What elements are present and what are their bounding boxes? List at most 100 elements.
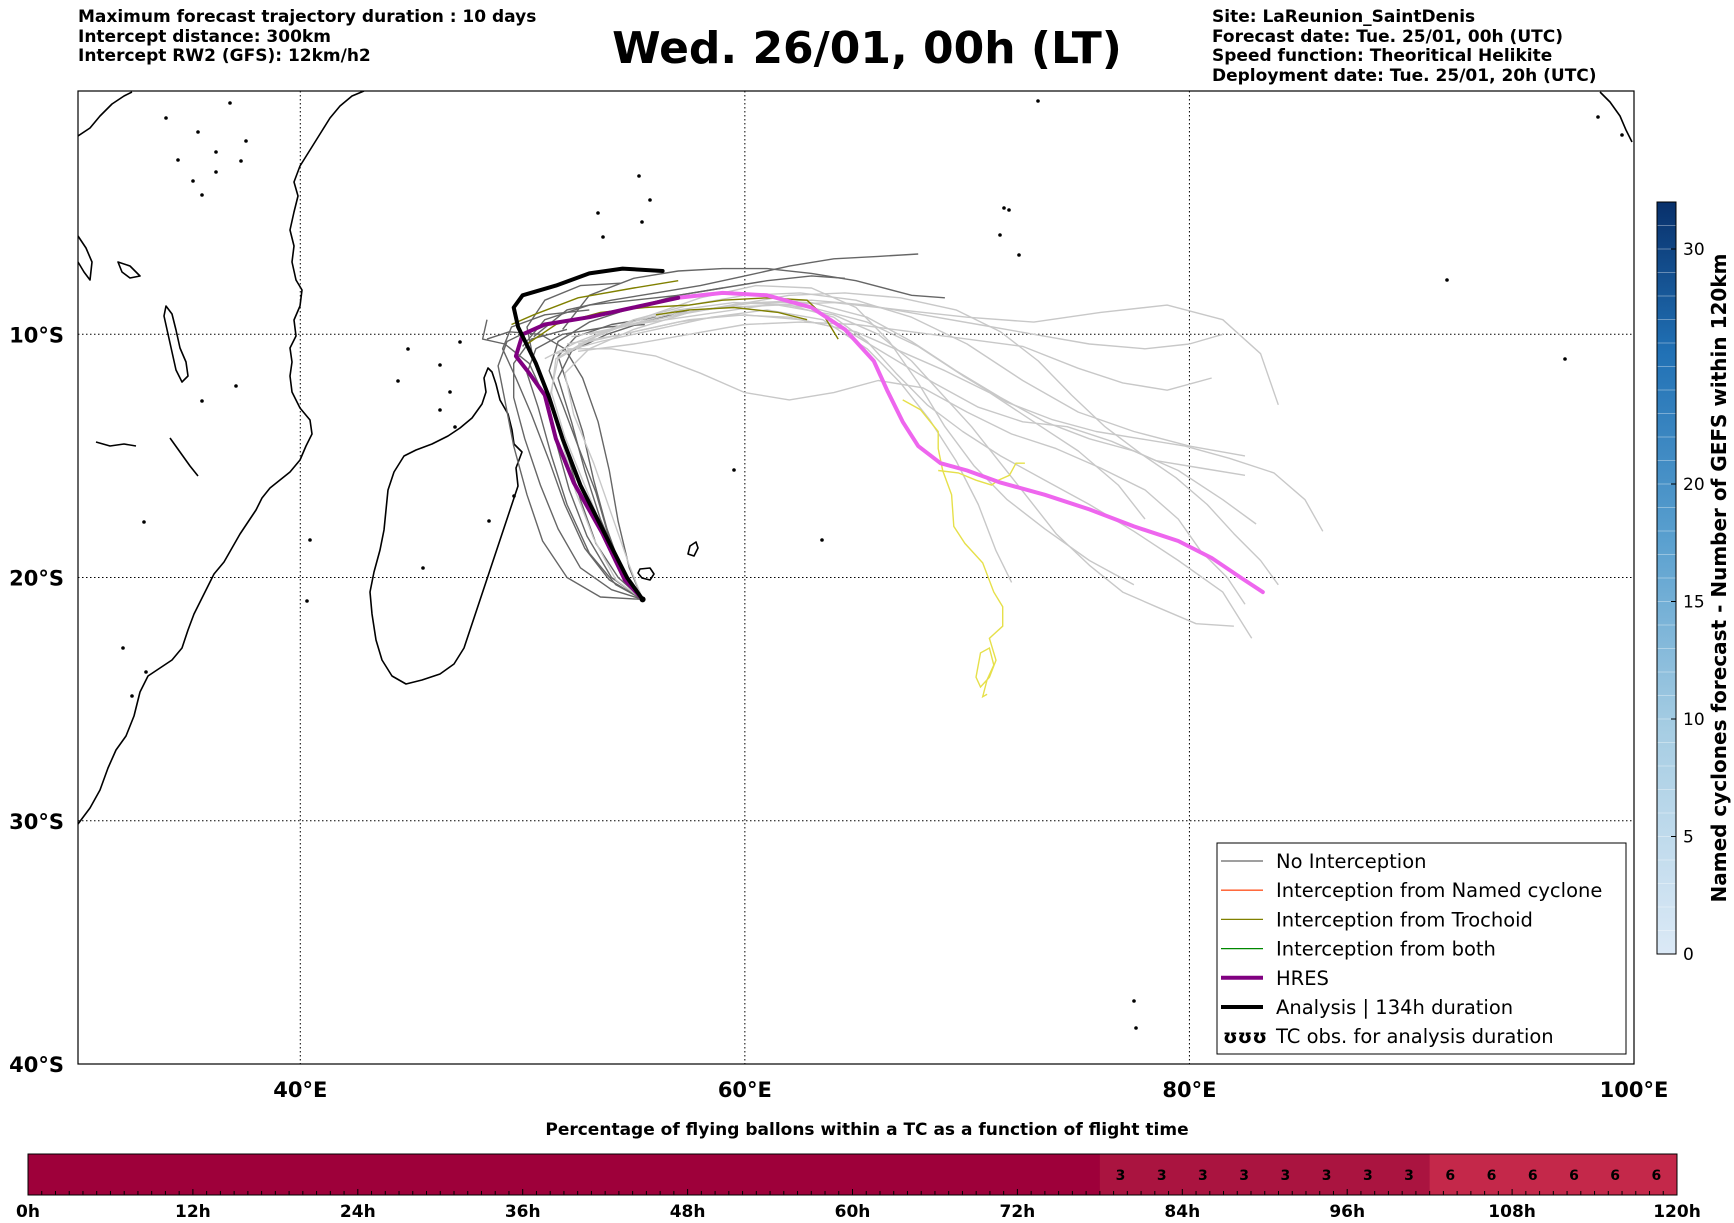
island-dot bbox=[200, 399, 204, 403]
island-dot bbox=[601, 235, 605, 239]
timebar-value: 3 bbox=[1157, 1168, 1167, 1184]
timebar-segment bbox=[1099, 1154, 1142, 1195]
site-info-line: Forecast date: Tue. 25/01, 00h (UTC) bbox=[1212, 26, 1563, 47]
timebar-segment bbox=[1223, 1154, 1266, 1195]
island-dot bbox=[396, 379, 400, 383]
timebar-segment bbox=[1305, 1154, 1348, 1195]
legend-label: Interception from both bbox=[1276, 938, 1496, 961]
timebar-tick-label: 12h bbox=[175, 1202, 211, 1222]
colorbar-tick-label: 15 bbox=[1683, 593, 1705, 613]
timebar-segment bbox=[1470, 1154, 1513, 1195]
island-dot bbox=[164, 116, 168, 120]
latitude-label: 40°S bbox=[9, 1053, 64, 1077]
site-info: Site: LaReunion_SaintDenis Forecast date… bbox=[1212, 7, 1597, 86]
parameter-line: Intercept distance: 300km bbox=[78, 26, 331, 47]
island-dot bbox=[196, 130, 200, 134]
lake-coastline bbox=[169, 437, 199, 477]
island-dot bbox=[1017, 253, 1021, 257]
trajectory-tracks bbox=[481, 253, 1324, 699]
timebar-tick-label: 36h bbox=[505, 1202, 541, 1222]
longitude-label: 100°E bbox=[1600, 1078, 1669, 1102]
legend-label: TC obs. for analysis duration bbox=[1275, 1025, 1554, 1048]
island-dot bbox=[239, 159, 243, 163]
island-dot bbox=[640, 220, 644, 224]
legend-label: Interception from Trochoid bbox=[1276, 908, 1533, 931]
island-dot bbox=[1563, 357, 1567, 361]
parameter-line: Maximum forecast trajectory duration : 1… bbox=[78, 7, 537, 27]
ensemble-track bbox=[513, 328, 643, 601]
island-dot bbox=[1134, 1026, 1138, 1030]
longitude-label: 80°E bbox=[1162, 1078, 1216, 1102]
island-dot bbox=[228, 101, 232, 105]
reunion-coastline bbox=[637, 567, 655, 581]
timebar-tick-label: 84h bbox=[1164, 1202, 1200, 1222]
ensemble-track bbox=[567, 348, 1246, 605]
timebar-value: 3 bbox=[1280, 1168, 1290, 1184]
island-dot bbox=[596, 211, 600, 215]
latitude-label: 10°S bbox=[9, 323, 64, 347]
timebar-segment bbox=[1264, 1154, 1307, 1195]
island-dot bbox=[176, 158, 180, 162]
island-dot bbox=[1445, 278, 1449, 282]
island-dot bbox=[448, 390, 452, 394]
timebar-tick-label: 60h bbox=[835, 1202, 871, 1222]
island-dot bbox=[1596, 115, 1600, 119]
timebar-value: 3 bbox=[1363, 1168, 1373, 1184]
island-dot bbox=[648, 198, 652, 202]
legend-label: Interception from Named cyclone bbox=[1276, 879, 1602, 902]
timebar-segment bbox=[1594, 1154, 1637, 1195]
ensemble-track bbox=[578, 321, 1212, 391]
island-dot bbox=[512, 494, 516, 498]
timebar-value: 6 bbox=[1487, 1168, 1497, 1184]
timebar-value: 3 bbox=[1322, 1168, 1332, 1184]
island-dot bbox=[732, 468, 736, 472]
map-legend: No Interception Interception from Named c… bbox=[1216, 842, 1627, 1055]
lake-coastline bbox=[78, 235, 93, 281]
madagascar-coastline bbox=[369, 367, 523, 685]
timebar-title: Percentage of flying ballons within a TC… bbox=[545, 1120, 1189, 1140]
timebar-value: 3 bbox=[1404, 1168, 1414, 1184]
island-dot bbox=[142, 520, 146, 524]
island-dot bbox=[998, 233, 1002, 237]
ensemble-track bbox=[564, 301, 1257, 600]
timebar-tick-label: 120h bbox=[1653, 1202, 1701, 1222]
colorbar-gradient bbox=[1657, 202, 1676, 954]
colorbar-tick-label: 0 bbox=[1683, 945, 1694, 965]
timebar-segment bbox=[1635, 1154, 1678, 1195]
timebar-value: 3 bbox=[1198, 1168, 1208, 1184]
map-frame bbox=[77, 90, 1635, 1065]
ensemble-track bbox=[522, 275, 845, 347]
ensemble-track bbox=[550, 292, 1246, 600]
ensemble-track bbox=[611, 304, 1234, 627]
latitude-label: 20°S bbox=[9, 567, 64, 591]
island-dot bbox=[458, 340, 462, 344]
gefs-colorbar: 0 5 10 15 20 30 Named cyclones forecast - Num… bbox=[1656, 201, 1731, 965]
timebar-value: 6 bbox=[1528, 1168, 1538, 1184]
africa-coastline bbox=[78, 91, 365, 825]
site-info-line: Deployment date: Tue. 25/01, 20h (UTC) bbox=[1212, 65, 1597, 86]
ensemble-track bbox=[678, 292, 1279, 586]
forecast-parameters: Maximum forecast trajectory duration : 1… bbox=[78, 7, 537, 67]
parameter-line: Intercept RW2 (GFS): 12km/h2 bbox=[78, 46, 371, 66]
lake-coastline bbox=[117, 261, 141, 279]
lake-coastline bbox=[163, 305, 189, 383]
site-info-line: Speed function: Theoritical Helikite bbox=[1212, 46, 1553, 66]
ensemble-track bbox=[497, 331, 643, 601]
timebar-tick-label: 48h bbox=[670, 1202, 706, 1222]
longitude-label: 40°E bbox=[273, 1078, 327, 1102]
timebar-segment bbox=[1347, 1154, 1389, 1195]
timebar-segment bbox=[1429, 1154, 1472, 1195]
legend-label: Analysis | 134h duration bbox=[1276, 996, 1513, 1019]
timebar-segment bbox=[28, 1154, 1101, 1195]
island-coastline bbox=[1599, 91, 1633, 143]
timebar-tick-label: 0h bbox=[16, 1202, 40, 1222]
island-dot bbox=[1036, 99, 1040, 103]
timebar-value: 6 bbox=[1610, 1168, 1620, 1184]
timebar-value: 3 bbox=[1239, 1168, 1249, 1184]
colorbar-tick-label: 30 bbox=[1683, 240, 1705, 260]
hres-track bbox=[676, 290, 1265, 595]
timebar-segment bbox=[1388, 1154, 1431, 1195]
map-axis-labels: 40°E 60°E 80°E 100°E 10°S 20°S 30°S 40°S bbox=[9, 323, 1668, 1102]
island-dot bbox=[214, 170, 218, 174]
island-dot bbox=[308, 538, 312, 542]
